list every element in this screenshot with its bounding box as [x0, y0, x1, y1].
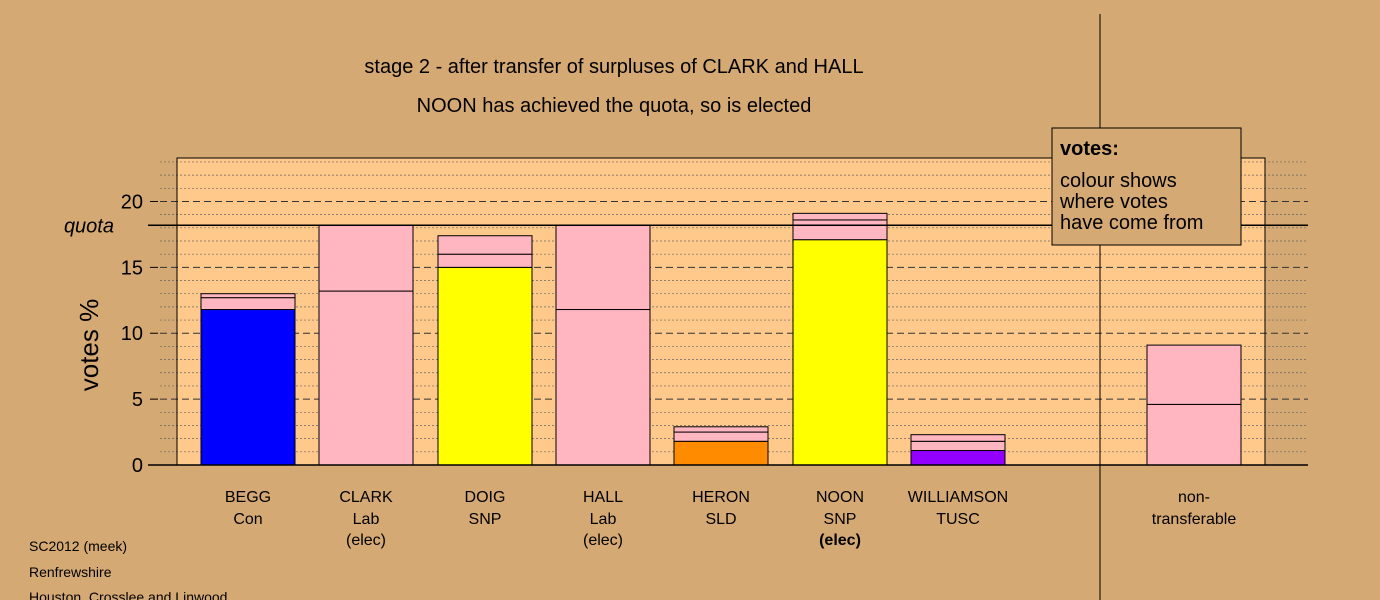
candidate-name: DOIG	[465, 489, 506, 506]
legend-line-2: where votes	[1059, 191, 1168, 213]
candidate-party: SNP	[824, 511, 857, 528]
nontransferable-label-1: non-	[1178, 489, 1210, 506]
candidate-name: WILLIAMSON	[908, 489, 1008, 506]
candidate-name: HERON	[692, 489, 750, 506]
candidate-status: (elec)	[583, 532, 623, 549]
nontransferable-label-2: transferable	[1152, 511, 1237, 528]
candidate-name: CLARK	[339, 489, 393, 506]
bar-clark-segment-2	[318, 224, 414, 292]
bar-doig-segment-1	[437, 266, 533, 466]
candidate-party: TUSC	[936, 511, 980, 528]
candidate-status: (elec)	[819, 532, 861, 549]
candidate-party: SLD	[705, 511, 736, 528]
legend: votes: colour shows where votes have com…	[1051, 127, 1242, 246]
bar-heron-segment-3	[673, 426, 769, 433]
candidate-name: BEGG	[225, 489, 271, 506]
footer-line-1: SC2012 (meek)	[29, 538, 127, 554]
footer-line-3: Houston, Crosslee and Linwood	[29, 589, 227, 600]
bar-heron-segment-2	[673, 431, 769, 442]
candidate-status: (elec)	[346, 532, 386, 549]
y-ticks: 0 5 10 15 20	[121, 191, 158, 477]
candidate-party: Lab	[590, 511, 617, 528]
bar-begg-segment-2	[200, 297, 296, 311]
bar-williamson-segment-2	[910, 440, 1006, 452]
chart-title: stage 2 - after transfer of surpluses of…	[364, 56, 863, 78]
bar-clark-segment-1	[318, 290, 414, 466]
candidate-labels: BEGG Con CLARK Lab (elec) DOIG SNP HALL Lab (elec…	[225, 489, 1236, 549]
y-tick-label: 10	[121, 323, 143, 345]
legend-title: votes:	[1060, 138, 1119, 160]
candidate-name: NOON	[816, 489, 864, 506]
bar-hall-segment-2	[555, 224, 651, 311]
y-tick-label: 20	[121, 191, 143, 213]
bar-nontransferable-segment-2	[1146, 344, 1242, 405]
y-axis-label: votes %	[74, 299, 104, 392]
y-tick-label: 5	[132, 389, 143, 411]
bar-noon-segment-1	[792, 239, 888, 466]
legend-box	[1051, 127, 1242, 246]
bar-noon-segment-2	[792, 219, 888, 241]
footer-line-2: Renfrewshire	[29, 564, 112, 580]
candidate-name: HALL	[583, 489, 623, 506]
bar-begg-segment-3	[200, 293, 296, 299]
bar-doig-segment-3	[437, 235, 533, 255]
candidate-party: SNP	[469, 511, 502, 528]
bar-hall-segment-1	[555, 309, 651, 466]
bar-williamson-segment-3	[910, 434, 1006, 442]
candidate-party: Lab	[353, 511, 380, 528]
bar-noon-segment-3	[792, 212, 888, 221]
bar-doig-segment-2	[437, 253, 533, 268]
bar-williamson-segment-1	[910, 450, 1006, 466]
bars	[200, 212, 1242, 466]
bar-nontransferable-segment-1	[1146, 403, 1242, 466]
y-tick-label: 15	[121, 257, 143, 279]
y-tick-label: 0	[132, 455, 143, 477]
candidate-party: Con	[233, 511, 262, 528]
legend-line-1: colour shows	[1060, 170, 1177, 192]
legend-line-3: have come from	[1060, 212, 1203, 234]
bar-heron-segment-1	[673, 440, 769, 466]
bar-begg-segment-1	[200, 309, 296, 466]
quota-label: quota	[64, 215, 114, 237]
chart-subtitle: NOON has achieved the quota, so is elect…	[417, 95, 812, 117]
